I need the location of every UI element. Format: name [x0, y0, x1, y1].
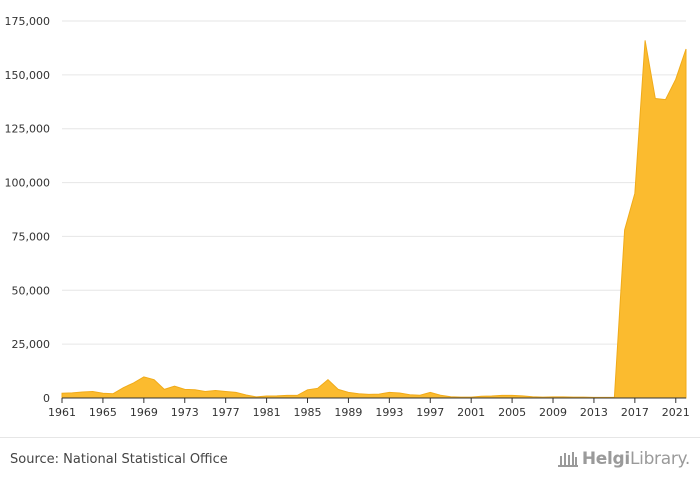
x-tick-label: 1997: [416, 406, 444, 419]
library-building-icon: [557, 452, 578, 467]
x-tick-label: 1973: [171, 406, 199, 419]
y-tick-label: 150,000: [5, 69, 51, 82]
x-tick-label: 2017: [621, 406, 649, 419]
y-tick-label: 175,000: [5, 15, 51, 28]
x-tick-label: 2005: [498, 406, 526, 419]
y-axis-labels: 0 25,000 50,000 75,000 100,000 125,000 150,000…: [5, 15, 51, 405]
source-note: Source: National Statistical Office: [10, 452, 228, 467]
brand-name-bold: Helgi: [581, 449, 630, 469]
chart-footer: Source: National Statistical Office Helg…: [0, 437, 700, 483]
brand-name: HelgiLibrary.: [582, 449, 690, 469]
x-tick-label: 1981: [253, 406, 281, 419]
area-chart: 0 25,000 50,000 75,000 100,000 125,000 150,000…: [5, 15, 690, 419]
x-axis-labels: 1961 1965 1969 1973 1977 1981 1985 1989 1993 1997…: [48, 406, 690, 419]
x-tick-label: 1985: [294, 406, 322, 419]
gridlines: [62, 20, 686, 345]
x-tick-label: 2009: [539, 406, 567, 419]
area-fill: [61, 40, 687, 399]
y-tick-label: 100,000: [5, 177, 51, 190]
x-tick-label: 1961: [48, 406, 76, 419]
x-tick-label: 1993: [375, 406, 403, 419]
x-tick-label: 1965: [89, 406, 117, 419]
area-series: [61, 40, 687, 399]
x-tick-label: 1969: [130, 406, 158, 419]
y-tick-label: 0: [43, 392, 50, 405]
y-tick-label: 25,000: [12, 338, 51, 351]
x-tick-label: 2013: [580, 406, 608, 419]
x-axis: [61, 397, 686, 403]
helgi-library-logo: HelgiLibrary.: [557, 449, 690, 469]
y-tick-label: 125,000: [5, 123, 51, 136]
x-tick-label: 1977: [212, 406, 240, 419]
x-tick-label: 2001: [457, 406, 485, 419]
y-tick-label: 75,000: [12, 230, 51, 243]
y-tick-label: 50,000: [12, 284, 51, 297]
brand-name-light: Library.: [629, 449, 690, 469]
x-tick-label: 2021: [662, 406, 690, 419]
x-tick-label: 1989: [334, 406, 362, 419]
